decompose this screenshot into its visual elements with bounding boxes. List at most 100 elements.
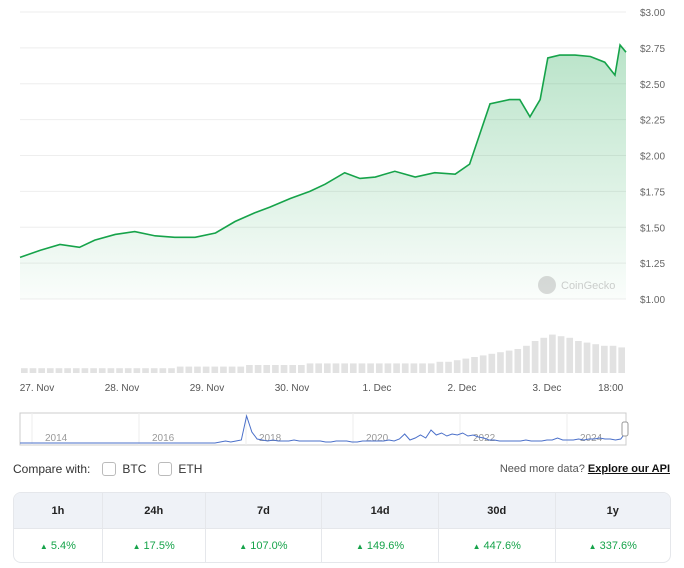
volume-bar [505, 350, 513, 373]
change-value: 337.6% [599, 539, 637, 552]
compare-label: Compare with: [13, 462, 91, 476]
volume-bar [289, 365, 297, 373]
volume-bar [150, 368, 158, 373]
y-tick-label: $1.00 [640, 295, 665, 306]
volume-bar [427, 363, 435, 373]
compare-eth-checkbox[interactable]: ETH [158, 462, 202, 476]
up-triangle-icon: ▲ [132, 541, 141, 551]
volume-bar [133, 368, 141, 373]
volume-bar [566, 337, 574, 373]
volume-bar [254, 365, 262, 373]
volume-bar [349, 363, 357, 373]
volume-bar [497, 352, 504, 373]
volume-bar [609, 345, 617, 373]
volume-bar [237, 366, 245, 373]
navigator-line [20, 414, 627, 444]
volume-bar [488, 353, 496, 373]
y-tick-label: $3.00 [640, 8, 665, 19]
volume-bar [55, 368, 63, 373]
volume-bar [272, 365, 279, 373]
volume-bar [38, 368, 45, 373]
performance-table: 1h 24h 7d 14d 30d 1y ▲ 5.4% ▲ 17.5% ▲ 107.0% ▲ 149.6%… [13, 492, 671, 563]
navigator-year-label: 2014 [45, 433, 68, 444]
y-tick-label: $2.75 [640, 44, 665, 55]
volume-bar [358, 363, 366, 373]
change-value: 149.6% [366, 539, 405, 552]
volume-bar [575, 341, 582, 373]
y-tick-label: $2.50 [640, 80, 665, 91]
navigator-year-label: 2018 [259, 433, 282, 444]
volume-bar [479, 355, 487, 373]
api-text: Need more data? [499, 463, 585, 475]
period-change: ▲ 107.0% [205, 528, 323, 562]
navigator[interactable] [19, 412, 627, 446]
volume-bar [246, 365, 253, 373]
navigator-year-label: 2016 [152, 433, 175, 444]
volume-bar [29, 368, 37, 373]
x-tick-label: 28. Nov [105, 383, 139, 394]
eth-label: ETH [178, 462, 203, 476]
y-tick-label: $2.00 [640, 152, 665, 163]
explore-api-link[interactable]: Explore our API [587, 463, 670, 475]
compare-btc-checkbox[interactable]: BTC [102, 462, 146, 476]
volume-bar [332, 363, 340, 373]
price-line [19, 43, 627, 259]
volume-bar [142, 368, 149, 373]
volume-bar [592, 344, 600, 373]
compare-with: Compare with: BTC ETH [13, 462, 202, 476]
volume-bar [124, 368, 132, 373]
volume-bar [116, 368, 123, 373]
x-tick-label: 1. Dec [363, 383, 392, 394]
volume-bar [471, 357, 478, 373]
volume-bar [523, 345, 530, 373]
coingecko-watermark: CoinGecko [538, 276, 615, 294]
volume-bar [72, 368, 80, 373]
volume-bar [263, 365, 271, 373]
api-promo: Need more data? Explore our API [500, 463, 670, 475]
volume-bar [341, 363, 348, 373]
volume-bar [46, 368, 54, 373]
volume-bar [540, 337, 548, 373]
volume-bar [531, 341, 539, 373]
svg-text:CoinGecko: CoinGecko [561, 280, 615, 292]
up-triangle-icon: ▲ [39, 541, 48, 551]
change-value: 17.5% [143, 539, 175, 552]
volume-bar [419, 363, 426, 373]
volume-bar [601, 345, 608, 373]
volume-bar [549, 334, 556, 373]
volume-bar [107, 368, 115, 373]
volume-bar [194, 366, 201, 373]
volume-bar [462, 358, 470, 373]
volume-bar [401, 363, 409, 373]
x-tick-label: 29. Nov [190, 383, 224, 394]
volume-bar [211, 366, 219, 373]
x-tick-label: 2. Dec [448, 383, 477, 394]
up-triangle-icon: ▲ [239, 541, 248, 551]
volume-bar [168, 368, 175, 373]
change-value: 5.4% [50, 539, 76, 552]
volume-bar [64, 368, 71, 373]
volume-bar [445, 361, 452, 373]
volume-bar [375, 363, 383, 373]
navigator-handle[interactable] [621, 421, 629, 437]
price-chart: $3.00 $2.75 $2.50 $2.25 $2.00 $1.75 $1.50 $1.25… [19, 8, 665, 446]
volume-bar [410, 363, 418, 373]
up-triangle-icon: ▲ [472, 541, 481, 551]
navigator-year-label: 2020 [366, 433, 389, 444]
volume-bar [90, 368, 97, 373]
period-header: 30d [438, 493, 556, 528]
volume-bar [453, 360, 461, 373]
up-triangle-icon: ▲ [588, 541, 597, 551]
volume-bar [315, 363, 322, 373]
volume-bar [583, 342, 591, 373]
x-tick-label: 27. Nov [20, 383, 54, 394]
period-change: ▲ 5.4% [14, 528, 103, 562]
period-header: 1y [555, 493, 670, 528]
volume-bar [81, 368, 89, 373]
volume-bar [618, 347, 625, 373]
price-area [20, 45, 626, 299]
period-change: ▲ 17.5% [102, 528, 206, 562]
x-tick-label: 3. Dec [533, 383, 562, 394]
period-header: 24h [102, 493, 206, 528]
y-tick-label: $1.25 [640, 259, 665, 270]
